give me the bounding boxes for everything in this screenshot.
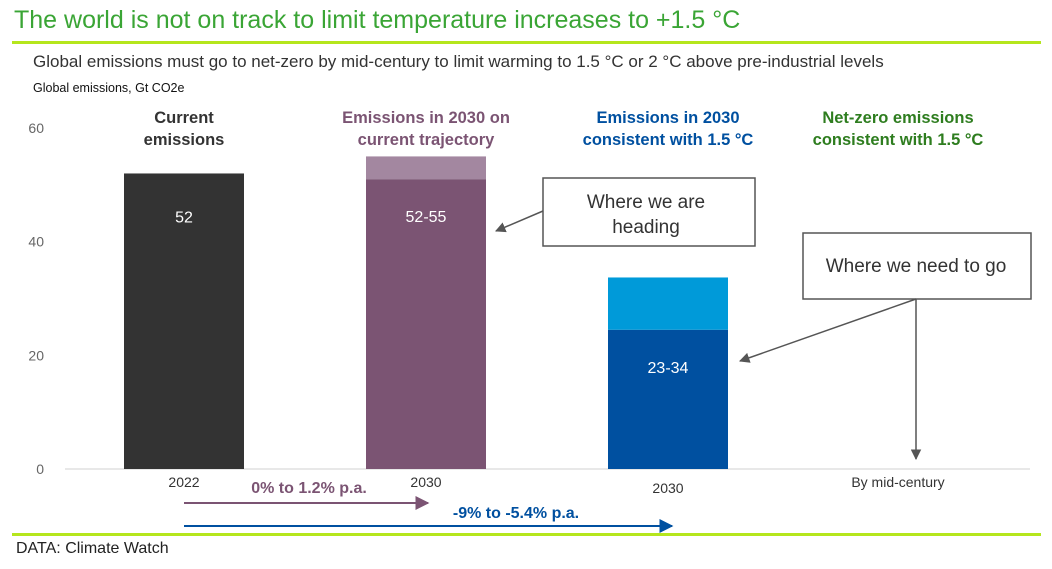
callout-text: Where we are — [587, 192, 705, 213]
callout-arrow — [495, 210, 544, 233]
unit-label: Global emissions, Gt CO2e — [33, 81, 185, 95]
callout-text: Where we need to go — [826, 256, 1007, 277]
column-header: Emissions in 2030 on — [342, 109, 510, 127]
page-title: The world is not on track to limit tempe… — [14, 6, 741, 34]
y-tick-label: 0 — [36, 461, 44, 477]
chart-subtitle: Global emissions must go to net-zero by … — [33, 52, 884, 71]
title-divider — [12, 41, 1041, 44]
footer-divider — [12, 533, 1041, 536]
bar-range — [366, 156, 486, 180]
column-header: consistent with 1.5 °C — [583, 131, 754, 149]
bar-value-label: 23-34 — [648, 360, 689, 377]
x-tick-label: 2030 — [410, 474, 441, 490]
bar — [366, 179, 486, 469]
growth-rate-label: 0% to 1.2% p.a. — [251, 480, 367, 497]
y-tick-label: 40 — [28, 234, 44, 250]
source-note: DATA: Climate Watch — [16, 540, 169, 557]
x-tick-label: 2022 — [168, 474, 199, 490]
growth-rate-label: -9% to -5.4% p.a. — [453, 505, 579, 522]
bar-value-label: 52 — [175, 209, 193, 226]
y-tick-label: 20 — [28, 347, 44, 363]
bar — [608, 329, 728, 469]
column-header: Net-zero emissions — [822, 109, 973, 127]
callout-arrow — [739, 298, 917, 363]
column-header: Current — [154, 109, 214, 127]
bar-range — [608, 277, 728, 330]
column-header: emissions — [144, 131, 225, 149]
x-tick-label: By mid-century — [851, 474, 944, 490]
column-header: Emissions in 2030 — [596, 109, 739, 127]
column-header: current trajectory — [358, 131, 495, 149]
bar-value-label: 52-55 — [406, 209, 447, 226]
callout-box — [542, 177, 756, 247]
callout-box — [802, 232, 1032, 300]
y-tick-label: 60 — [28, 120, 44, 136]
x-tick-label: 2030 — [652, 480, 683, 496]
column-header: consistent with 1.5 °C — [813, 131, 984, 149]
callout-text: heading — [612, 217, 680, 238]
bar — [124, 173, 244, 469]
